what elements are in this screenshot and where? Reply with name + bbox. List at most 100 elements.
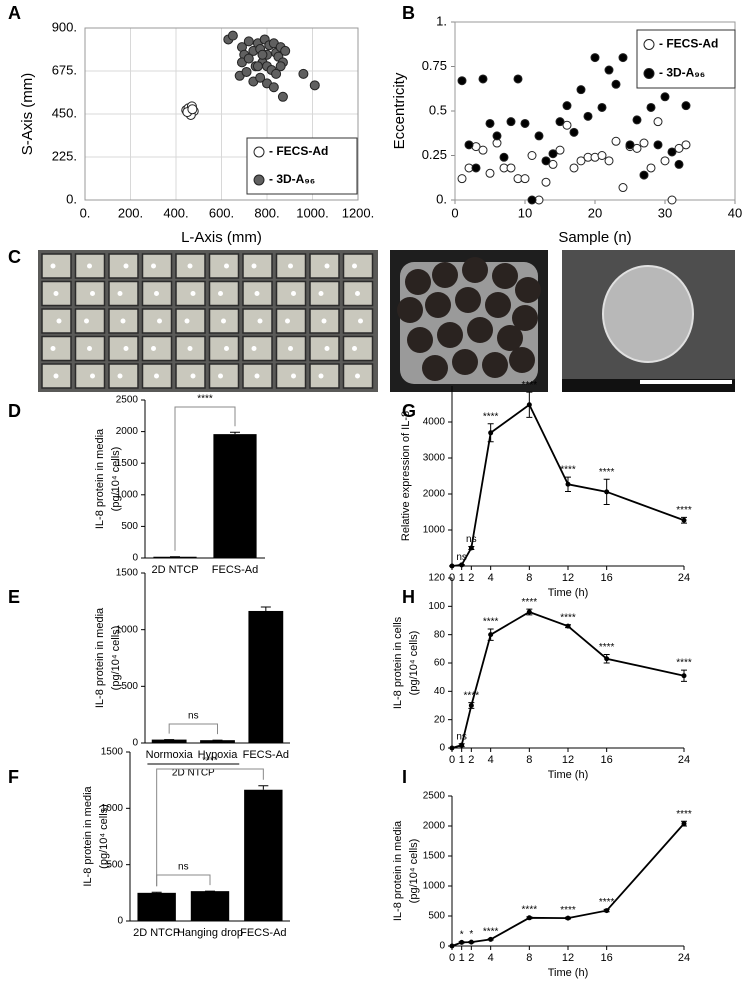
dish-spheroid [455, 287, 481, 313]
bar [213, 434, 257, 558]
point [555, 117, 565, 127]
x-tick-label: 24 [678, 572, 690, 584]
well [309, 335, 340, 362]
x-tick-label: 30 [658, 205, 672, 220]
well [175, 253, 206, 279]
point-label: **** [599, 467, 615, 478]
panel-letter: G [402, 401, 416, 421]
x-tick-label: 4 [488, 952, 494, 964]
bar [137, 892, 176, 921]
spheroid-dot [358, 318, 363, 324]
point [565, 623, 571, 629]
y-tick-label: 0. [66, 191, 77, 206]
y-tick-label: 80 [434, 629, 446, 640]
point [555, 145, 565, 155]
well [242, 253, 273, 279]
y-tick-label: 0 [439, 941, 445, 952]
spheroid-dot [318, 373, 324, 379]
y-tick-label: 2000 [423, 489, 446, 500]
legend-label: - 3D-A₉₆ [659, 66, 705, 80]
spheroid-dot [218, 291, 223, 296]
well [242, 335, 273, 362]
point [280, 45, 291, 56]
spheroid-dot [123, 263, 129, 269]
y-axis-title: (pg/10⁴ cells) [110, 626, 122, 691]
spheroid-dot [117, 373, 123, 379]
point [597, 151, 607, 160]
x-tick-label: 600. [209, 205, 234, 220]
point [526, 402, 532, 408]
point [526, 609, 532, 615]
y-axis-title: Relative expression of IL-8 [400, 411, 412, 541]
legend-label: - FECS-Ad [269, 144, 328, 158]
dish-spheroid [462, 257, 488, 283]
y-axis-title: IL-8 protein in media [82, 785, 94, 886]
x-tick-label: 10 [518, 205, 532, 220]
dish-spheroid [467, 317, 493, 343]
point-label: **** [676, 505, 692, 516]
point [478, 74, 488, 84]
spheroid-dot [324, 346, 330, 351]
spheroid-dot [318, 291, 324, 296]
x-tick-label: 4 [488, 754, 494, 766]
y-tick-label: 0.75 [422, 58, 447, 73]
significance-bracket [168, 723, 218, 735]
y-tick-label: 0 [117, 916, 123, 927]
spheroid-dot [120, 318, 126, 324]
y-tick-label: 675. [52, 62, 77, 77]
y-tick-label: 1. [436, 13, 447, 28]
y-tick-label: 20 [434, 714, 446, 725]
y-tick-label: 2500 [116, 395, 139, 406]
dish-spheroid [492, 263, 518, 289]
point [298, 68, 309, 79]
x-tick-label: 24 [678, 952, 690, 964]
bar [190, 891, 230, 921]
dish-spheroid [452, 349, 478, 375]
point [576, 156, 586, 166]
spheroid-dot [154, 373, 159, 379]
spheroid-dot [190, 373, 196, 379]
y-tick-label: 2500 [423, 791, 446, 802]
y-axis-title: S-Axis (mm) [19, 73, 36, 156]
spheroid-dot [154, 291, 159, 296]
point-label: **** [676, 658, 692, 669]
point [488, 632, 494, 638]
point [618, 183, 628, 193]
legend-label: - 3D-A₉₆ [269, 172, 315, 186]
point [604, 489, 610, 495]
spheroid-dot [190, 291, 196, 296]
point-label: **** [522, 597, 538, 608]
point [548, 159, 558, 169]
legend-marker [253, 174, 265, 186]
x-tick-label: FECS-Ad [243, 749, 289, 761]
y-axis-title: (pg/10⁴ cells) [408, 631, 420, 696]
point [548, 149, 558, 159]
x-tick-label: Hypoxia [198, 749, 239, 761]
significance-bracket [156, 874, 211, 887]
x-tick-label: 40 [728, 205, 742, 220]
dish-spheroid [397, 297, 423, 323]
x-tick-label: 8 [526, 952, 532, 964]
well [74, 280, 106, 307]
point [681, 140, 691, 150]
point [277, 91, 288, 102]
x-tick-label: Hanging drop [177, 927, 243, 939]
y-tick-label: 0. [436, 191, 447, 206]
y-tick-label: 0 [439, 743, 445, 754]
point [485, 168, 495, 178]
point [604, 656, 610, 662]
y-tick-label: 0 [132, 553, 138, 564]
y-tick-label: 3000 [423, 453, 446, 464]
photos [38, 250, 735, 392]
plot-frame [84, 27, 359, 201]
bar [248, 610, 284, 743]
x-axis-title: Time (h) [548, 769, 589, 781]
point [252, 61, 263, 72]
point [597, 102, 607, 112]
point-label: **** [483, 411, 499, 422]
y-axis-title: (pg/10⁴ cells) [408, 839, 420, 904]
spheroid-dot [221, 318, 226, 324]
dish-spheroid [425, 292, 451, 318]
error-bar [230, 431, 240, 435]
legend-label: - FECS-Ad [659, 37, 718, 51]
